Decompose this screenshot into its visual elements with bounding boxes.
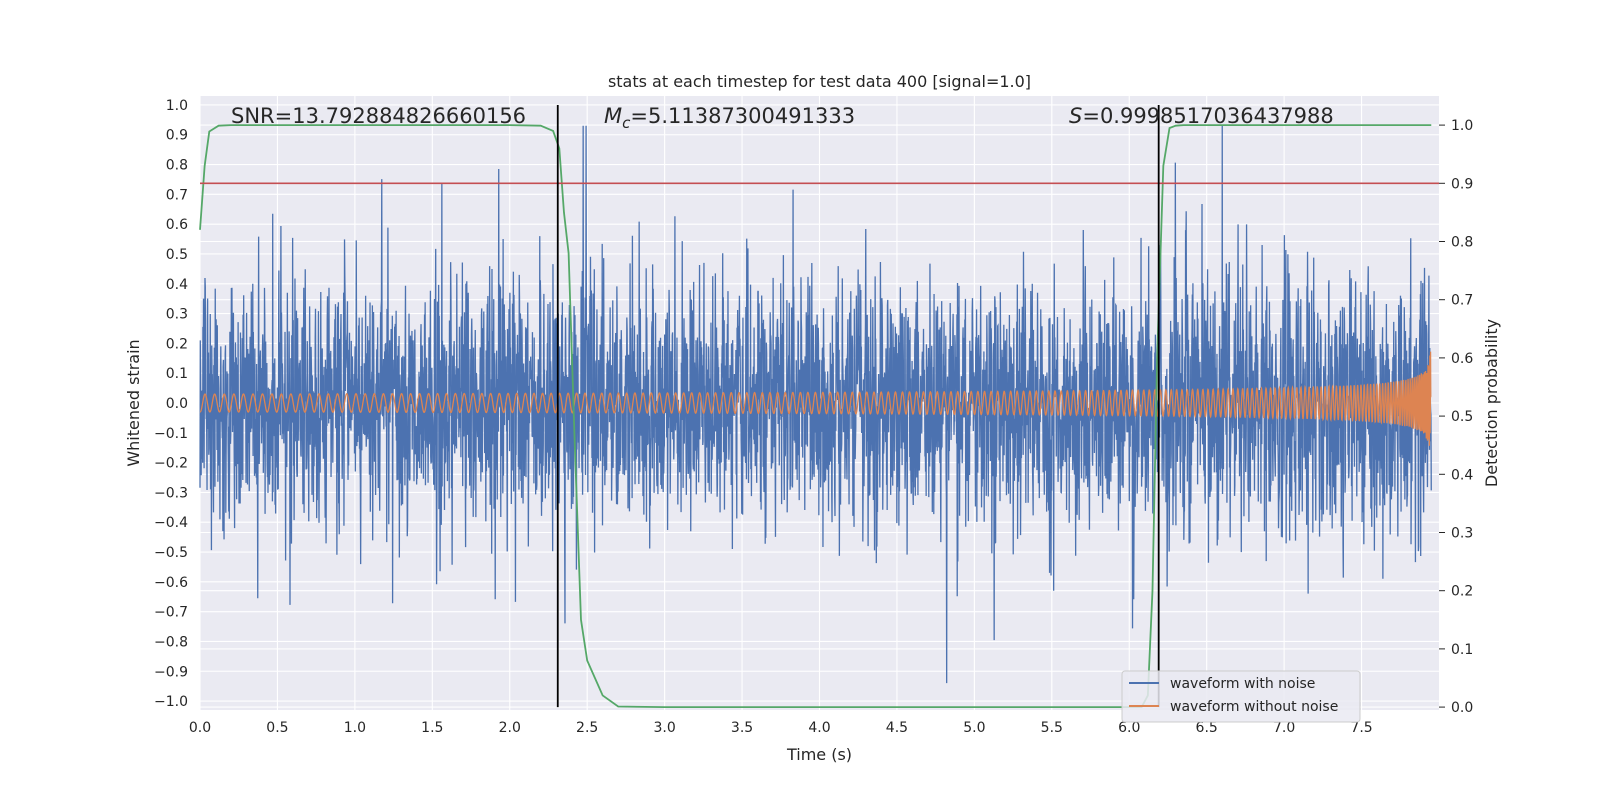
- chirp-mass-annotation: Mc=5.11387300491333: [604, 104, 855, 132]
- y-tick-label: −0.4: [154, 515, 188, 531]
- x-tick-label: 5.0: [963, 720, 985, 736]
- score-value: =0.9998517036437988: [1082, 104, 1333, 128]
- probability-series-layer: [199, 124, 1432, 708]
- y-tick-label: 0.8: [166, 158, 188, 174]
- y-tick-label: 1.0: [166, 98, 188, 114]
- legend-entry-clean: waveform without noise: [1170, 699, 1338, 715]
- y-tick-label: −0.7: [154, 605, 188, 621]
- y-tick-label: 0.3: [166, 307, 188, 323]
- y-tick-label: 0.7: [166, 187, 188, 203]
- y-right-tick-label: 0.7: [1451, 293, 1473, 309]
- y-right-tick-label: 0.4: [1451, 467, 1473, 483]
- y-tick-label: 0.4: [166, 277, 188, 293]
- x-tick-label: 6.0: [1118, 720, 1140, 736]
- x-tick-label: 2.0: [499, 720, 521, 736]
- legend-entry-noise: waveform with noise: [1170, 676, 1315, 692]
- chirp-mass-symbol: M: [604, 104, 622, 128]
- score-annotation: S=0.9998517036437988: [1069, 104, 1334, 128]
- y-tick-label: 0.6: [166, 217, 188, 233]
- y-right-tick-label: 0.9: [1451, 176, 1473, 192]
- y-tick-label: −0.6: [154, 575, 188, 591]
- y-axis-label: Whitened strain: [124, 339, 143, 466]
- x-tick-label: 4.5: [886, 720, 908, 736]
- y-right-tick-label: 0.2: [1451, 584, 1473, 600]
- y-tick-label: 0.0: [166, 396, 188, 412]
- x-tick-label: 1.0: [344, 720, 366, 736]
- y-right-tick-label: 0.8: [1451, 234, 1473, 250]
- y-tick-label: −0.8: [154, 634, 188, 650]
- clean-series-layer: [199, 351, 1432, 446]
- y-tick-label: 0.2: [166, 336, 188, 352]
- axis-layer: 0.0 0.5 1.0 1.5 2.0 2.5 3.0 3.5 4.0 4.5 5.0 5.5 6.0 6…: [154, 98, 1473, 736]
- x-tick-label: 0.0: [189, 720, 211, 736]
- y-tick-label: −0.3: [154, 485, 188, 501]
- y-tick-label: −0.5: [154, 545, 188, 561]
- score-symbol: S: [1069, 104, 1082, 128]
- legend-box: [1121, 670, 1361, 723]
- y-right-tick-label: 0.0: [1451, 700, 1473, 716]
- x-tick-label: 0.5: [266, 720, 288, 736]
- x-tick-label: 3.0: [653, 720, 675, 736]
- snr-annotation: SNR=13.792884826660156: [231, 104, 526, 128]
- y-tick-label: 0.5: [166, 247, 188, 263]
- x-tick-label: 6.5: [1196, 720, 1218, 736]
- y-right-tick-label: 0.1: [1451, 642, 1473, 658]
- y-right-tick-label: 1.0: [1451, 118, 1473, 134]
- chart-title: stats at each timestep for test data 400…: [608, 72, 1031, 91]
- series-line-waveform-without-noise: [199, 351, 1432, 446]
- x-axis-label: Time (s): [786, 745, 852, 764]
- noise-series-layer: [199, 125, 1432, 684]
- y-tick-label: 0.1: [166, 366, 188, 382]
- y-right-tick-label: 0.6: [1451, 351, 1473, 367]
- y-tick-label: −1.0: [154, 694, 188, 710]
- overlay-layer: [200, 104, 1439, 708]
- series-line-detection-probability: [199, 124, 1432, 708]
- y-right-tick-label: 0.3: [1451, 525, 1473, 541]
- x-tick-label: 3.5: [731, 720, 753, 736]
- x-tick-label: 7.5: [1350, 720, 1372, 736]
- legend: waveform with noise waveform without noi…: [1121, 670, 1361, 723]
- x-tick-label: 4.0: [808, 720, 830, 736]
- x-tick-label: 1.5: [421, 720, 443, 736]
- y-tick-label: −0.1: [154, 426, 188, 442]
- x-tick-label: 5.5: [1041, 720, 1063, 736]
- y-tick-label: −0.9: [154, 664, 188, 680]
- chirp-mass-value: =5.11387300491333: [630, 104, 855, 128]
- x-tick-label: 2.5: [576, 720, 598, 736]
- y-tick-label: −0.2: [154, 456, 188, 472]
- y-axis-label-right: Detection probability: [1482, 319, 1501, 487]
- x-tick-label: 7.0: [1273, 720, 1295, 736]
- series-line-waveform-with-noise: [199, 125, 1432, 684]
- y-tick-label: 0.9: [166, 128, 188, 144]
- y-right-tick-label: 0.5: [1451, 409, 1473, 425]
- chirp-mass-subscript: c: [622, 114, 631, 132]
